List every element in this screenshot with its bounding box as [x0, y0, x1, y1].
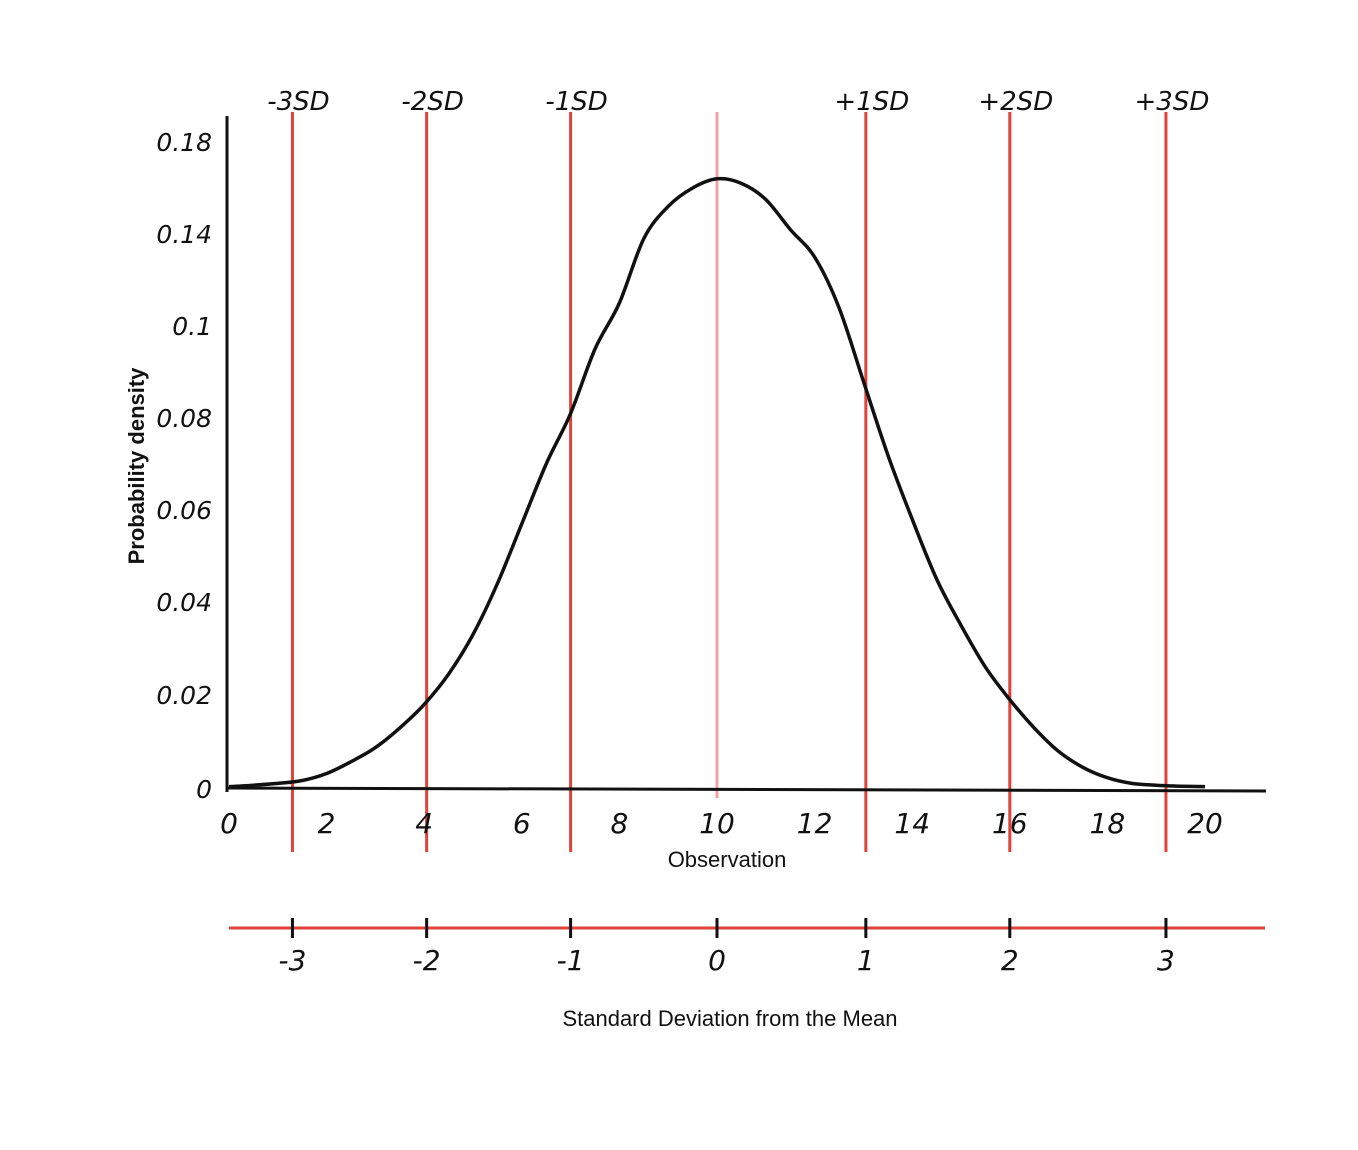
sd-axis-tick-label: -3	[278, 944, 306, 977]
sd-line-label: +1SD	[834, 87, 909, 117]
y-tick-label: 0.04	[156, 588, 212, 617]
x-tick-labels: 0 2 4 6 8 10 12 14 16 18 20	[220, 807, 1223, 840]
y-axis-title: Probability density	[124, 367, 149, 565]
y-tick-label: 0.14	[156, 220, 212, 249]
y-tick-label: 0.18	[156, 128, 212, 157]
x-tick-label: 12	[797, 807, 833, 840]
x-tick-label: 8	[610, 807, 628, 840]
sd-line-label: -3SD	[267, 87, 329, 117]
y-tick-label: 0.02	[156, 681, 212, 710]
y-tick-label: 0.08	[156, 404, 212, 433]
y-tick-label: 0	[196, 775, 212, 804]
x-tick-label: 6	[513, 807, 531, 840]
sd-axis-tick-label: 2	[1001, 944, 1019, 977]
sd-line-label: -1SD	[545, 87, 607, 117]
sd-axis-tick-label: 1	[857, 944, 875, 977]
x-tick-label: 18	[1090, 807, 1126, 840]
y-tick-labels: 0 0.02 0.04 0.06 0.08 0.1 0.14 0.18	[156, 128, 212, 804]
sd-axis-title: Standard Deviation from the Mean	[562, 1006, 897, 1031]
x-tick-label: 16	[992, 807, 1028, 840]
sd-axis-tick-label: 3	[1157, 944, 1175, 977]
x-tick-label: 2	[318, 807, 336, 840]
sd-line-label: +3SD	[1135, 87, 1210, 117]
x-axis-line	[226, 786, 1267, 793]
sd-axis-tick-label: 0	[708, 944, 726, 977]
y-tick-label: 0.1	[172, 312, 212, 341]
x-tick-label: 4	[415, 807, 433, 840]
x-tick-label: 10	[699, 807, 735, 840]
sd-line-labels: -3SD -2SD -1SD +1SD +2SD +3SD	[267, 87, 1209, 117]
curve-group	[228, 176, 1206, 789]
x-tick-label: 14	[894, 807, 930, 840]
sd-line-label: -2SD	[401, 87, 463, 117]
sd-axis-group: -3 -2 -1 0 1 2 3	[229, 918, 1265, 977]
x-tick-label: 20	[1187, 807, 1223, 840]
x-axis-title: Observation	[668, 847, 787, 872]
sd-lines-group	[290, 112, 1168, 852]
sd-axis-tick-label: -1	[557, 944, 585, 977]
sd-axis-tick-label: -2	[413, 944, 441, 977]
density-curve	[228, 176, 1206, 789]
x-tick-label: 0	[220, 807, 238, 840]
y-tick-label: 0.06	[156, 496, 212, 525]
sd-line-label: +2SD	[978, 87, 1053, 117]
